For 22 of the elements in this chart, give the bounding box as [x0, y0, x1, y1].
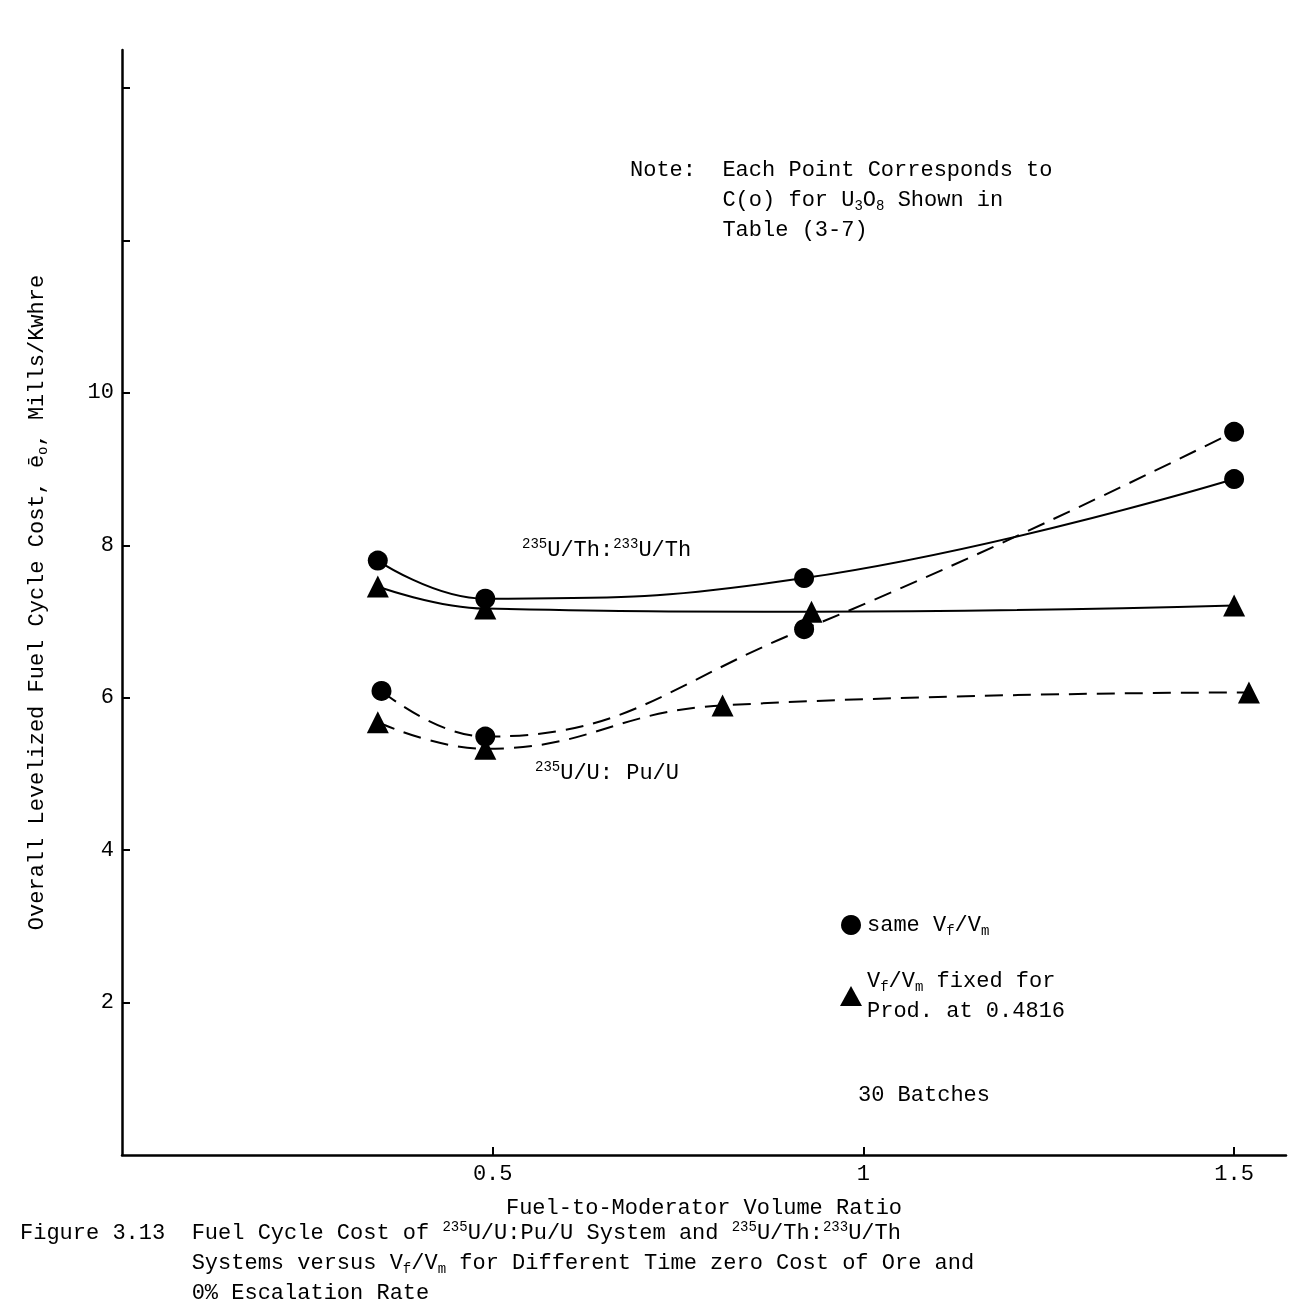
point — [1223, 594, 1246, 617]
point — [371, 680, 392, 701]
x-axis-title: Fuel-to-Moderator Volume Ratio — [505, 1195, 903, 1221]
y-tick-label: 4 — [100, 837, 114, 863]
point — [794, 619, 815, 640]
x-tick-label: 1.5 — [1214, 1161, 1254, 1187]
point — [1237, 681, 1260, 704]
y-tick-label: 8 — [100, 532, 114, 558]
point — [366, 575, 389, 598]
point — [367, 550, 388, 571]
point — [794, 568, 815, 589]
y-axis-title: Overall Levelized Fuel Cycle Cost, ēo, Mills/Kwhre — [24, 274, 51, 931]
point — [366, 711, 389, 734]
point — [1224, 421, 1245, 442]
point — [1224, 469, 1245, 490]
annotation: 30 Batches — [858, 1082, 991, 1108]
x-tick-label: 1 — [856, 1161, 870, 1187]
y-tick-label: 6 — [100, 685, 114, 711]
y-tick-label: 2 — [100, 990, 114, 1016]
x-tick-label: 0.5 — [472, 1161, 513, 1187]
point — [711, 694, 734, 717]
y-tick-label: 10 — [87, 380, 114, 406]
